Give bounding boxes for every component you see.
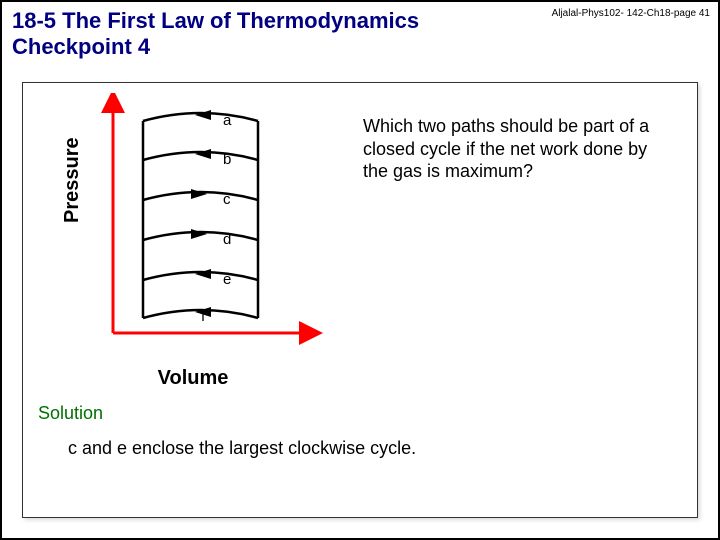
arrow-e	[195, 269, 211, 279]
arrow-c	[191, 189, 207, 199]
arrow-b	[195, 149, 211, 159]
question-text: Which two paths should be part of a clos…	[363, 115, 673, 183]
label-a: a	[223, 112, 232, 129]
label-e: e	[223, 271, 231, 288]
solution-block: Solution c and e enclose the largest clo…	[38, 403, 682, 459]
label-b: b	[223, 151, 231, 168]
y-axis-label: Pressure	[61, 137, 84, 223]
pv-diagram: Pressure a b	[73, 93, 323, 353]
arrow-a	[195, 110, 211, 120]
pv-diagram-svg: a b c d e f	[73, 93, 323, 353]
arrow-d	[191, 229, 207, 239]
title-line2: Checkpoint 4	[12, 34, 708, 60]
solution-label: Solution	[38, 403, 682, 424]
label-c: c	[223, 191, 231, 208]
header-reference: Aljalal-Phys102- 142-Ch18-page 41	[552, 8, 710, 19]
content-panel: Pressure a b	[22, 82, 698, 518]
solution-text: c and e enclose the largest clockwise cy…	[68, 438, 682, 459]
label-d: d	[223, 231, 231, 248]
x-axis-label: Volume	[158, 367, 229, 390]
